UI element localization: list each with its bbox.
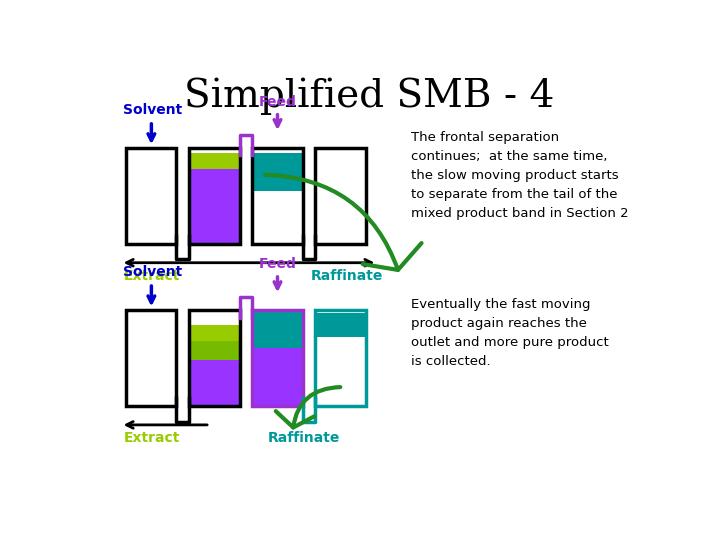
Bar bbox=[253, 312, 302, 348]
Bar bbox=[253, 191, 302, 244]
Text: Feed: Feed bbox=[258, 95, 297, 109]
Bar bbox=[189, 326, 240, 341]
Bar bbox=[253, 153, 302, 191]
Text: Eventually the fast moving
product again reaches the
outlet and more pure produc: Eventually the fast moving product again… bbox=[411, 298, 608, 368]
Bar bbox=[189, 341, 240, 360]
Text: Raffinate: Raffinate bbox=[267, 431, 340, 446]
Bar bbox=[315, 310, 366, 406]
Text: The frontal separation
continues;  at the same time,
the slow moving product sta: The frontal separation continues; at the… bbox=[411, 131, 629, 220]
Bar bbox=[189, 148, 240, 244]
Bar bbox=[189, 169, 240, 244]
Bar bbox=[253, 310, 302, 406]
Bar bbox=[189, 310, 240, 406]
Text: Solvent: Solvent bbox=[124, 103, 183, 117]
Bar bbox=[253, 348, 302, 406]
Text: Simplified SMB - 4: Simplified SMB - 4 bbox=[184, 77, 554, 115]
Text: Raffinate: Raffinate bbox=[311, 269, 383, 283]
Text: Feed: Feed bbox=[258, 257, 297, 271]
Text: Extract: Extract bbox=[124, 431, 180, 446]
Bar bbox=[189, 153, 240, 169]
Bar bbox=[253, 148, 302, 244]
Text: Extract: Extract bbox=[124, 269, 180, 283]
Bar bbox=[315, 313, 366, 337]
Bar bbox=[315, 337, 366, 406]
Bar bbox=[126, 148, 176, 244]
Text: Solvent: Solvent bbox=[124, 265, 183, 279]
Bar bbox=[315, 148, 366, 244]
Bar bbox=[189, 360, 240, 406]
Bar bbox=[126, 310, 176, 406]
